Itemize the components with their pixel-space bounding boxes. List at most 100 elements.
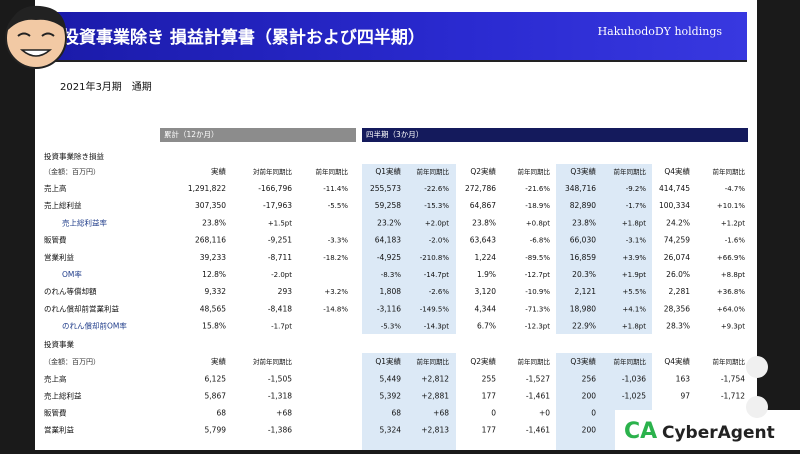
- cell: +8.8pt: [721, 271, 745, 279]
- shading: [362, 164, 652, 450]
- cell: 18,980: [570, 304, 596, 313]
- row-label: のれん償却前OM率: [62, 321, 127, 331]
- cell: -11.4%: [323, 185, 348, 193]
- cell: 5,392: [380, 392, 402, 401]
- column-header: 前年同期比: [316, 167, 349, 176]
- cell: -210.8%: [420, 254, 450, 262]
- cell: -14.8%: [323, 305, 348, 313]
- cell: 256: [582, 375, 597, 384]
- cell: 293: [278, 287, 293, 296]
- cell: +68: [433, 409, 449, 418]
- cell: 3,120: [475, 287, 497, 296]
- cell: 68: [216, 409, 226, 418]
- column-header: 対前年同期比: [253, 167, 293, 176]
- unit-label: （金額：百万円）: [44, 357, 100, 366]
- column-header: 対前年同期比: [253, 357, 293, 366]
- cell: -166,796: [258, 184, 292, 193]
- cell: -1,318: [268, 392, 292, 401]
- cell: 268,116: [195, 236, 226, 245]
- logo: CyberAgent: [662, 423, 775, 443]
- table-label: 投資事業除き損益: [44, 151, 104, 161]
- cell: 0: [591, 409, 596, 418]
- cell: +2,813: [421, 426, 449, 435]
- cell: -1,754: [721, 375, 745, 384]
- title-banner: [35, 12, 747, 60]
- cell: 414,745: [659, 184, 690, 193]
- control-button[interactable]: [746, 396, 768, 418]
- cell: 272,786: [465, 184, 496, 193]
- cell: -1,505: [268, 375, 292, 384]
- control-button[interactable]: [746, 356, 768, 378]
- cell: -4,925: [377, 253, 401, 262]
- cell: -1,461: [526, 392, 550, 401]
- column-header: 実績: [211, 166, 226, 176]
- column-header: 前年同期比: [518, 357, 551, 366]
- cell: 2,121: [575, 287, 597, 296]
- avatar: [5, 5, 67, 69]
- column-header: Q3実績: [570, 356, 596, 366]
- cell: 0: [491, 409, 496, 418]
- cell: 200: [582, 392, 597, 401]
- cell: -1,527: [526, 375, 550, 384]
- cell: -17,963: [263, 201, 292, 210]
- cell: 68: [391, 409, 401, 418]
- cell: -8,418: [268, 304, 292, 313]
- cumulative-label: 累計（12か月）: [164, 129, 219, 139]
- cell: -3.1%: [626, 237, 647, 245]
- cell: 255,573: [370, 184, 401, 193]
- cell: -15.3%: [424, 202, 449, 210]
- cell: 2,281: [669, 287, 691, 296]
- cell: +0: [539, 409, 550, 418]
- cell: +64.0%: [717, 305, 745, 313]
- cell: 63,643: [470, 236, 496, 245]
- row-label: 売上高: [44, 183, 67, 193]
- unit-label: （金額：百万円）: [44, 167, 100, 176]
- cell: -9,251: [268, 236, 292, 245]
- cell: +36.8%: [717, 288, 745, 296]
- cell: 1,224: [475, 253, 497, 262]
- cell: 12.8%: [202, 270, 226, 279]
- cell: -1.7pt: [271, 323, 292, 331]
- column-header: 前年同期比: [614, 167, 647, 176]
- cell: +3.2%: [324, 288, 348, 296]
- cell: 177: [482, 392, 497, 401]
- cell: +68: [276, 409, 292, 418]
- row-label: 売上高: [44, 374, 67, 384]
- cell: -8,711: [268, 253, 292, 262]
- cell: +1.9pt: [622, 271, 646, 279]
- cell: -9.2%: [626, 185, 647, 193]
- cell: 1.9%: [477, 270, 496, 279]
- cell: 23.8%: [472, 218, 496, 227]
- cell: 74,259: [664, 236, 690, 245]
- cell: +4.1%: [622, 305, 646, 313]
- cell: 5,449: [380, 375, 402, 384]
- cell: 307,350: [195, 201, 226, 210]
- row-label: 販管費: [44, 408, 67, 418]
- period: 2021年3月期 通期: [60, 80, 152, 93]
- cell: -4.7%: [725, 185, 746, 193]
- cell: 59,258: [375, 201, 401, 210]
- cell: -1,036: [622, 375, 646, 384]
- column-header: 実績: [211, 356, 226, 366]
- row-label: 販管費: [44, 235, 67, 245]
- cell: -2.0%: [429, 237, 450, 245]
- cell: 64,183: [375, 236, 401, 245]
- cell: 20.3%: [572, 270, 596, 279]
- cell: 348,716: [565, 184, 596, 193]
- cell: -21.6%: [525, 185, 550, 193]
- column-header: Q4実績: [664, 166, 690, 176]
- cell: 23.8%: [202, 218, 226, 227]
- cell: 82,890: [570, 201, 596, 210]
- cell: -89.5%: [525, 254, 550, 262]
- cell: -18.9%: [525, 202, 550, 210]
- column-header: 前年同期比: [417, 167, 450, 176]
- cell: -1,386: [268, 426, 292, 435]
- row-label: 売上総利益: [44, 200, 82, 210]
- cell: -14.7pt: [424, 271, 450, 279]
- cell: +10.1%: [717, 202, 745, 210]
- cell: -149.5%: [420, 305, 450, 313]
- cell: 26.0%: [666, 270, 690, 279]
- row-label: のれん償却前営業利益: [44, 303, 119, 313]
